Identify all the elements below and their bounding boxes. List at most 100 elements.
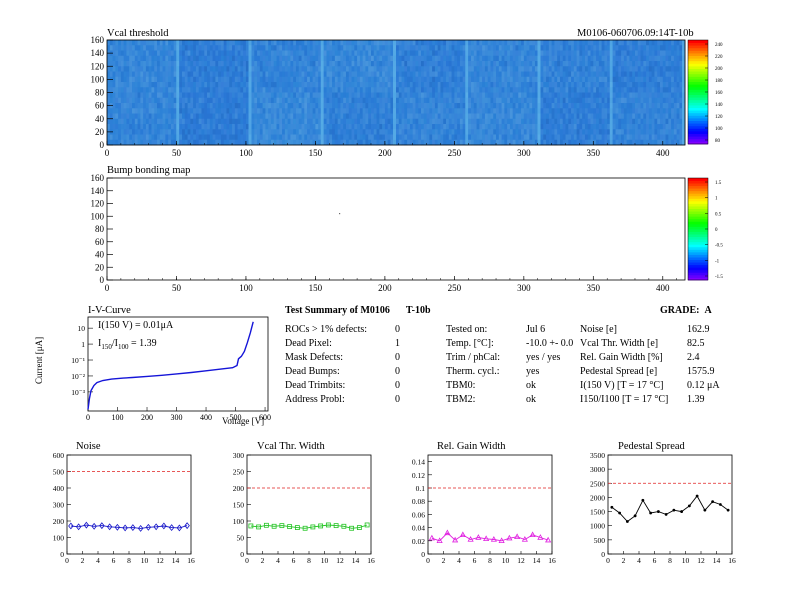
vcal-cell	[576, 97, 580, 104]
vcal-cell	[557, 108, 561, 114]
color-scale-step	[688, 211, 708, 215]
vcal-cell	[282, 45, 286, 51]
vcal-cell	[254, 113, 258, 120]
vcal-cell	[345, 45, 350, 51]
color-scale-step	[688, 272, 708, 276]
vcal-cell	[534, 87, 539, 93]
vcal-cell	[168, 82, 172, 88]
vcal-cell	[512, 118, 516, 125]
trend-y-tick-label: 0.08	[412, 497, 425, 506]
vcal-cell	[654, 103, 658, 109]
vcal-cell	[140, 103, 144, 109]
vcal-cell	[279, 134, 283, 141]
vcal-cell	[532, 97, 536, 104]
vcal-y-tick-label: 140	[91, 48, 105, 58]
vcal-cell	[434, 71, 438, 78]
vcal-cell	[448, 124, 452, 130]
vcal-cell	[348, 45, 352, 51]
vcal-cell	[548, 61, 552, 67]
vcal-cell	[143, 40, 147, 46]
vcal-cell	[304, 108, 308, 114]
vcal-cell	[298, 40, 302, 46]
vcal-cell	[415, 50, 419, 57]
vcal-cell	[509, 108, 514, 114]
vcal-cell	[454, 45, 458, 51]
vcal-cell	[662, 40, 666, 46]
vcal-cell	[426, 113, 430, 120]
vcal-cell	[118, 40, 122, 46]
vcal-cell	[282, 134, 286, 141]
vcal-cell	[396, 61, 400, 67]
vcal-cell	[187, 92, 191, 99]
iv-annotation-current: I(150 V) = 0.01μA	[98, 320, 174, 331]
vcal-cell	[487, 82, 491, 88]
vcal-cell	[215, 129, 219, 135]
vcal-cell	[159, 66, 163, 72]
vcal-cell	[373, 129, 377, 135]
vcal-cell	[623, 118, 627, 125]
vcal-cell	[512, 139, 516, 146]
vcal-cell	[496, 124, 500, 130]
vcal-cell	[343, 66, 347, 72]
vcal-cell	[601, 134, 605, 141]
vcal-cell	[604, 139, 608, 146]
vcal-cell	[168, 103, 172, 109]
vcal-cell	[382, 124, 386, 130]
vcal-cell	[487, 92, 491, 99]
vcal-cell	[398, 66, 402, 72]
vcal-cell	[451, 76, 455, 83]
vcal-roc-edge	[465, 92, 469, 145]
vcal-cell	[476, 87, 480, 93]
vcal-cell	[396, 55, 400, 62]
summary-label: I(150 V) [T = 17 °C]	[580, 380, 664, 391]
vcal-cell	[118, 61, 122, 67]
vcal-cell	[257, 108, 261, 114]
vcal-cell	[262, 139, 266, 146]
vcal-cell	[448, 97, 452, 104]
vcal-cell	[618, 103, 622, 109]
vcal-cell	[551, 45, 555, 51]
vcal-cell	[323, 139, 327, 146]
vcal-cell	[318, 76, 322, 83]
vcal-cell	[396, 71, 400, 78]
vcal-cell	[521, 108, 525, 114]
ratio-slash: /I	[111, 338, 118, 349]
vcal-cell	[234, 134, 238, 141]
vcal-cell	[532, 50, 536, 57]
vcal-cell	[290, 61, 294, 67]
trend-x-tick-label: 6	[292, 556, 296, 565]
vcal-cell	[382, 129, 386, 135]
trend-x-tick-label: 12	[336, 556, 344, 565]
vcal-cell	[546, 61, 550, 67]
vcal-cell	[593, 134, 597, 141]
vcal-cell	[309, 92, 313, 99]
vcal-cell	[576, 124, 580, 130]
vcal-cell	[223, 87, 227, 93]
vcal-cell	[251, 113, 255, 120]
vcal-cell	[198, 139, 202, 146]
vcal-cell	[662, 71, 666, 78]
vcal-cell	[565, 92, 569, 99]
vcal-cell	[201, 66, 205, 72]
vcal-cell	[496, 82, 500, 88]
vcal-cell	[354, 113, 358, 120]
vcal-cell	[134, 45, 138, 51]
vcal-cell	[304, 87, 308, 93]
vcal-cell	[601, 113, 605, 120]
vcal-cell	[279, 71, 283, 78]
trend-y-tick-label: 0	[421, 550, 425, 559]
vcal-cell	[187, 71, 191, 78]
vcal-cell	[482, 134, 486, 141]
vcal-cell	[201, 118, 205, 125]
vcal-cell	[462, 87, 466, 93]
vcal-cell	[437, 97, 441, 104]
vcal-cell	[404, 139, 408, 146]
vcal-cell	[615, 50, 619, 57]
vcal-cell	[390, 71, 394, 78]
vcal-cell	[126, 55, 130, 62]
vcal-cell	[398, 118, 402, 125]
vcal-cell	[287, 50, 291, 57]
vcal-cell	[584, 76, 589, 83]
vcal-cell	[212, 118, 216, 125]
vcal-cell	[446, 87, 450, 93]
